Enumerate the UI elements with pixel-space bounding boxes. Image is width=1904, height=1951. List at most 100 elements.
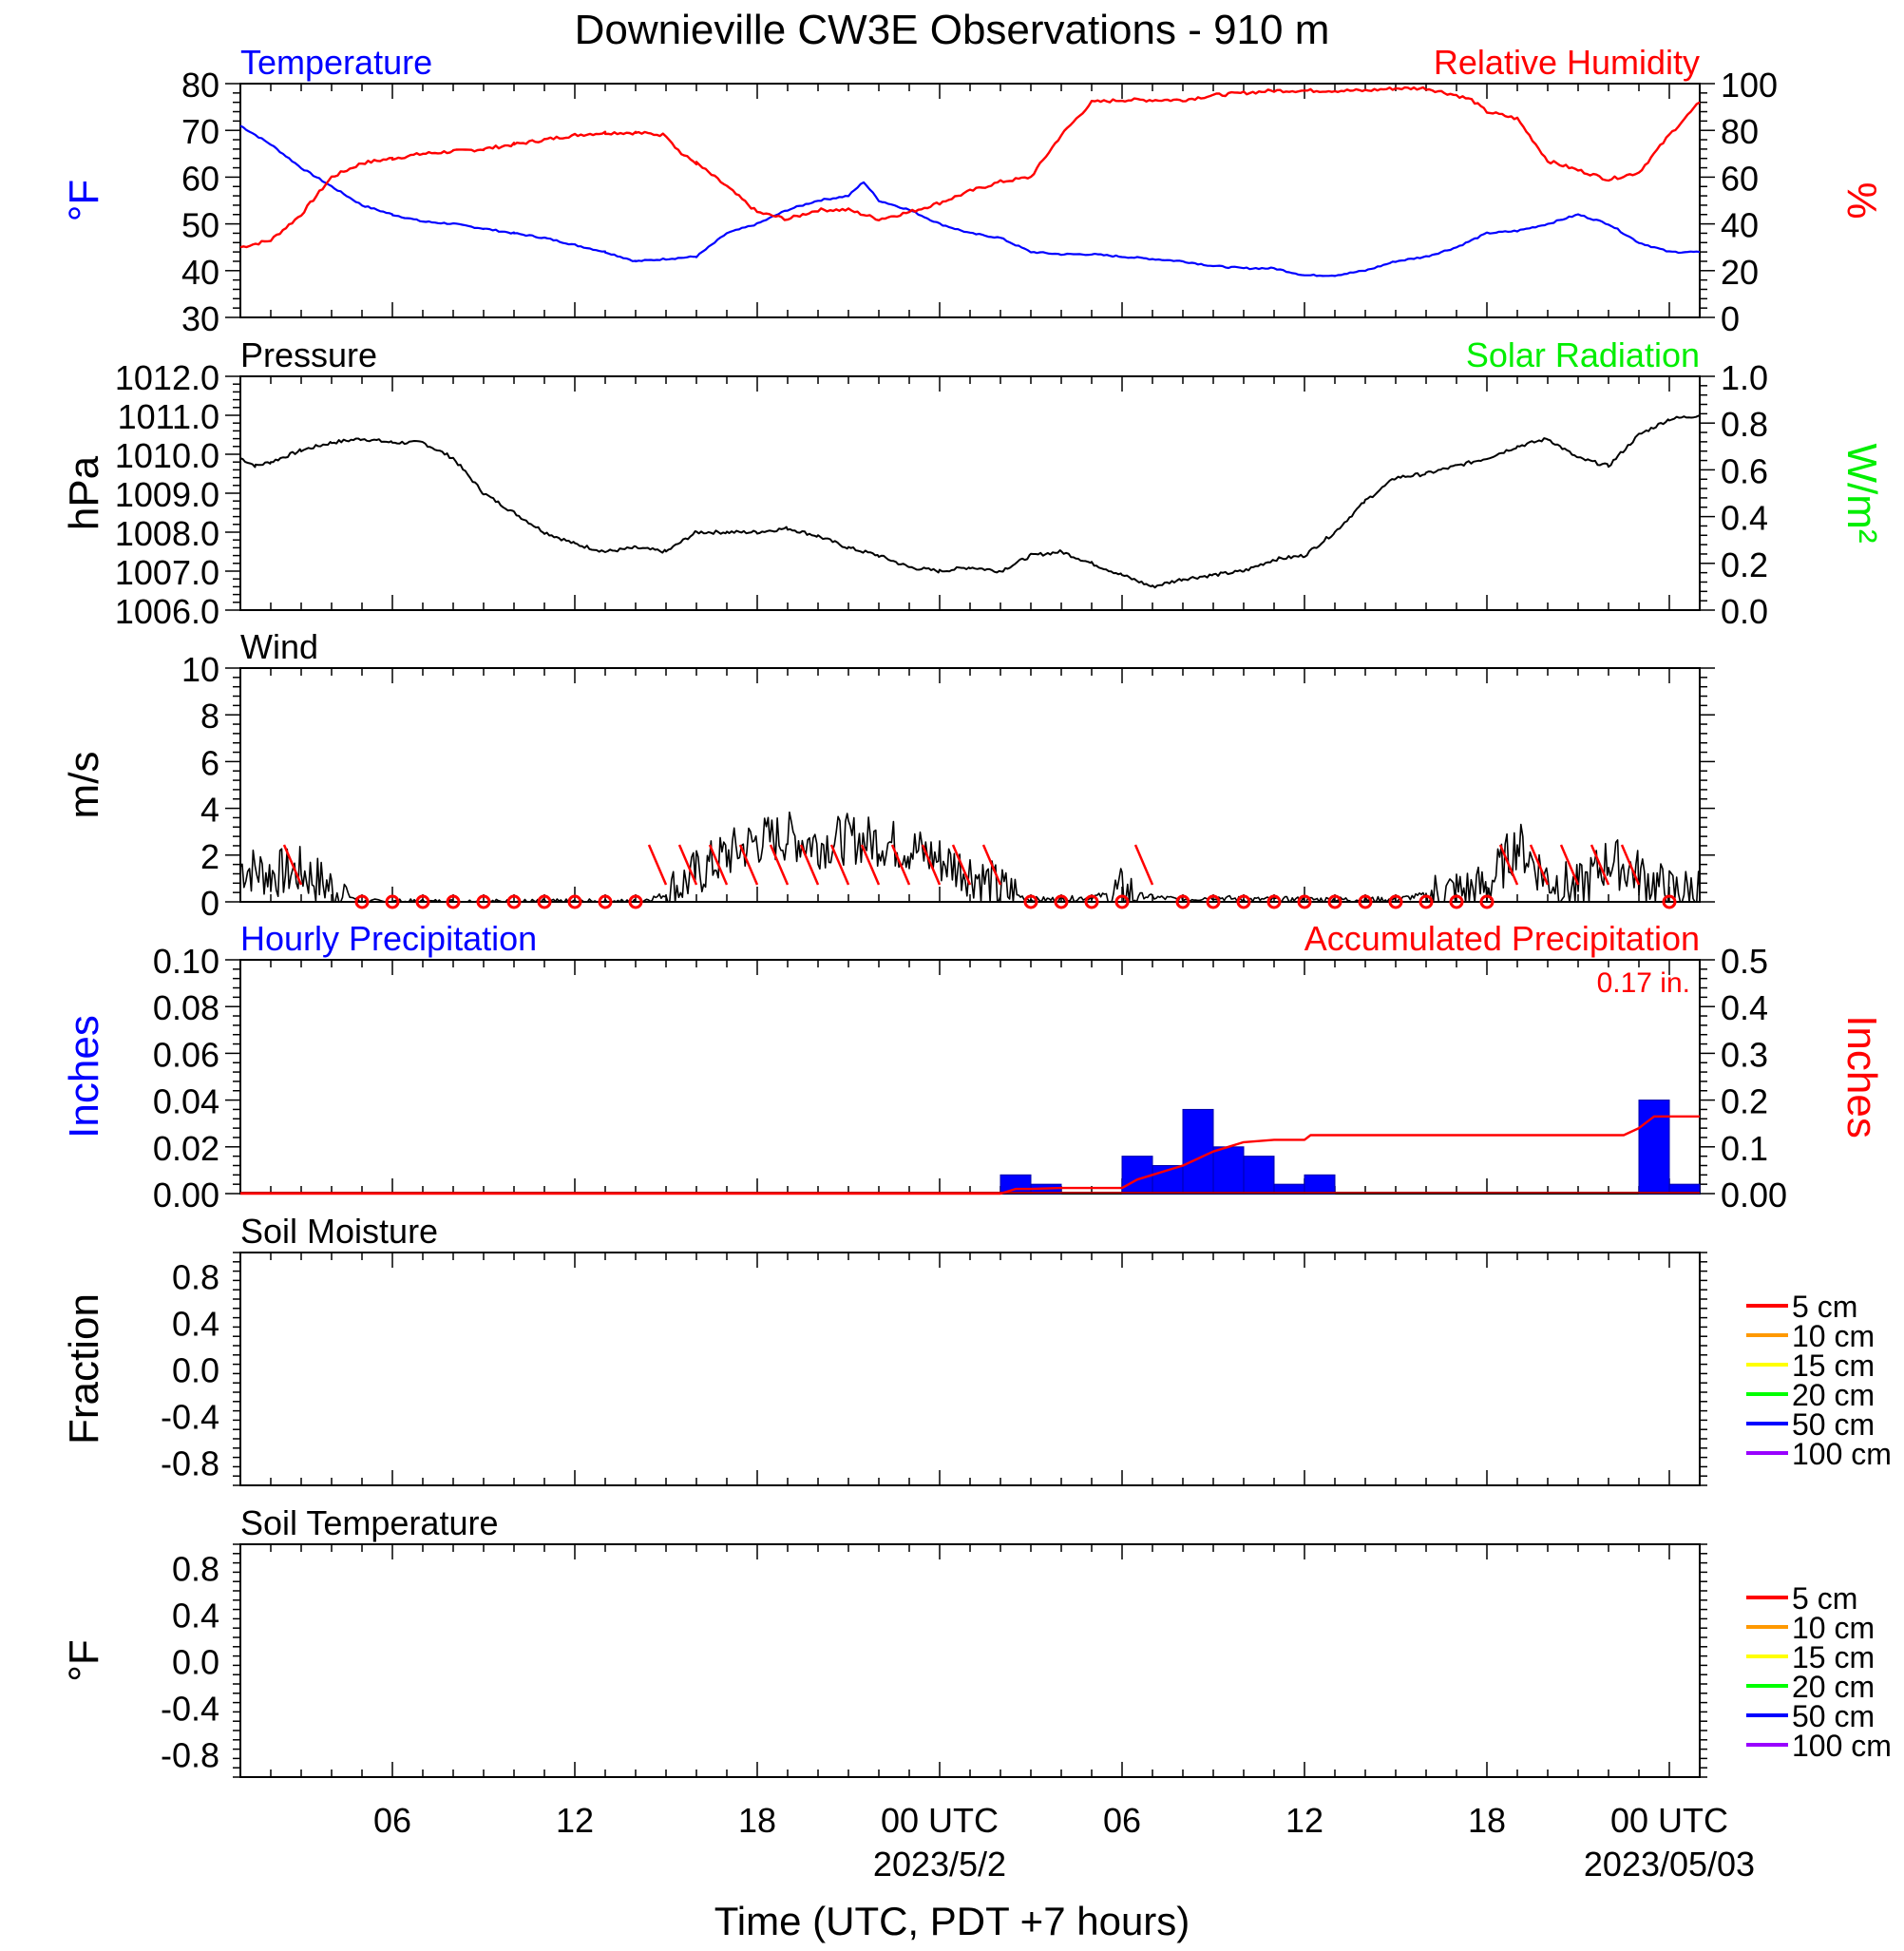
y-tick-label-left: 50 xyxy=(181,206,219,245)
wind-barb xyxy=(1133,844,1154,886)
wind-speed-line xyxy=(239,811,1701,903)
accumulated-precip-line xyxy=(240,1115,1700,1195)
x-axis: 06 12 18 00 UTC 06 12 18 00 UTC 2023/5/2 2023/05/… xyxy=(373,1801,1755,1884)
wind-calm-circle xyxy=(1358,894,1373,909)
wind-barb xyxy=(647,844,668,886)
wind-calm-circle xyxy=(1023,894,1038,909)
pressure-line xyxy=(239,414,1701,589)
y-tick-label-left: -0.8 xyxy=(161,1736,219,1775)
y-tick-label-left: 0.8 xyxy=(172,1550,219,1589)
y-tick-label-right: 0.2 xyxy=(1721,1082,1768,1121)
y-tick-label-left: 30 xyxy=(181,299,219,338)
y-tick-label-right: 80 xyxy=(1721,112,1759,151)
y-tick-label-left: 40 xyxy=(181,253,219,292)
legend-label: 5 cm xyxy=(1792,1290,1857,1324)
wind-barb xyxy=(799,844,820,886)
y-axis-label-right: % xyxy=(1838,182,1885,219)
humidity-line xyxy=(239,86,1701,249)
wind-calm-circle xyxy=(354,894,370,909)
x-date-label: 2023/5/2 xyxy=(873,1845,1006,1884)
panel-title-right: Accumulated Precipitation xyxy=(1304,919,1700,958)
y-tick-label-left: 8 xyxy=(200,697,219,736)
panel-pressure_solar: 1012.01011.01010.01009.01008.01007.01006… xyxy=(61,335,1885,631)
legend-label: 10 cm xyxy=(1792,1319,1875,1353)
y-axis-label-left: m/s xyxy=(61,752,107,819)
precip-bar xyxy=(1182,1108,1214,1195)
wind-calm-circle xyxy=(1388,894,1403,909)
x-date-label: 2023/05/03 xyxy=(1584,1845,1755,1884)
panel-title-left: Soil Temperature xyxy=(240,1503,498,1542)
panel-title-left: Wind xyxy=(240,627,318,666)
wind-calm-circle xyxy=(1266,894,1282,909)
y-tick-label-left: 0 xyxy=(200,884,219,923)
y-tick-label-left: -0.4 xyxy=(161,1398,219,1437)
y-tick-label-left: 1009.0 xyxy=(115,475,219,514)
panel-title-right: Relative Humidity xyxy=(1434,43,1700,82)
y-tick-label-right: 0.8 xyxy=(1721,405,1768,444)
wind-calm-circle xyxy=(506,894,522,909)
wind-calm-circle xyxy=(1054,894,1069,909)
y-tick-label-right: 0.00 xyxy=(1721,1176,1787,1215)
y-tick-label-right: 20 xyxy=(1721,253,1759,292)
y-tick-label-right: 0 xyxy=(1721,299,1740,338)
y-tick-label-right: 0.0 xyxy=(1721,592,1768,631)
panel-title-left: Soil Moisture xyxy=(240,1212,438,1251)
y-tick-label-left: 0.06 xyxy=(153,1035,219,1074)
wind-calm-circle xyxy=(476,894,491,909)
precip-bar xyxy=(1212,1146,1245,1195)
panel-temperature_humidity: 80 70 60 50 40 30 100 80 60 40 20 0 Temperature Relat… xyxy=(61,43,1885,338)
legend-label: 5 cm xyxy=(1792,1581,1857,1616)
y-tick-label-left: 10 xyxy=(181,650,219,689)
y-tick-label-left: 1007.0 xyxy=(115,553,219,592)
temperature-line xyxy=(239,124,1701,277)
wind-calm-circle xyxy=(1418,894,1434,909)
wind-barb xyxy=(1620,844,1641,886)
x-tick-label: 06 xyxy=(373,1801,411,1840)
wind-calm-circle xyxy=(567,894,582,909)
y-tick-label-left: 0.00 xyxy=(153,1176,219,1215)
wind-barb xyxy=(951,844,972,886)
wind-barb xyxy=(708,844,729,886)
y-axis-label-right: W/m² xyxy=(1838,443,1885,543)
wind-calm-circle xyxy=(1327,894,1342,909)
y-tick-label-right: 0.4 xyxy=(1721,499,1768,538)
x-tick-label: 12 xyxy=(556,1801,594,1840)
wind-calm-circle xyxy=(598,894,613,909)
y-tick-label-right: 0.4 xyxy=(1721,988,1768,1027)
x-axis-label: Time (UTC, PDT +7 hours) xyxy=(714,1899,1190,1943)
x-tick-label: 06 xyxy=(1103,1801,1141,1840)
y-tick-label-left: 70 xyxy=(181,112,219,151)
wind-calm-circle xyxy=(1297,894,1312,909)
wind-calm-circle xyxy=(1084,894,1099,909)
y-axis-label-right: Inches xyxy=(1838,1015,1885,1138)
wind-barb xyxy=(829,844,850,886)
legend-label: 100 cm xyxy=(1792,1729,1892,1763)
y-tick-label-left: 6 xyxy=(200,743,219,782)
y-tick-label-left: 0.4 xyxy=(172,1597,219,1635)
y-axis-label-left: Fraction xyxy=(61,1293,107,1444)
wind-calm-circle xyxy=(446,894,461,909)
y-tick-label-left: 0.04 xyxy=(153,1082,219,1121)
wind-calm-circle xyxy=(1206,894,1221,909)
y-axis-label-left: Inches xyxy=(61,1015,107,1138)
y-tick-label-left: 1006.0 xyxy=(115,592,219,631)
panel-wind: 10 8 6 4 2 0 Wind m/s xyxy=(61,627,1715,923)
y-tick-label-left: 80 xyxy=(181,66,219,105)
wind-barb xyxy=(677,844,698,886)
precip-bar xyxy=(1304,1174,1336,1195)
y-tick-label-left: 0.0 xyxy=(172,1351,219,1390)
wind-calm-circle xyxy=(628,894,643,909)
panel-precipitation: 0.10 0.08 0.06 0.04 0.02 0.00 0.5 0.4 0.3 0.2 0.1 0… xyxy=(61,919,1885,1215)
precip-bar xyxy=(1638,1100,1670,1195)
y-tick-label-right: 1.0 xyxy=(1721,358,1768,397)
y-axis-label-left: °F xyxy=(61,180,107,221)
wind-barb xyxy=(860,844,881,886)
x-tick-label: 12 xyxy=(1285,1801,1323,1840)
chart-title: Downieville CW3E Observations - 910 m xyxy=(575,7,1330,53)
legend-label: 50 cm xyxy=(1792,1407,1875,1442)
precip-bar xyxy=(1000,1174,1032,1195)
wind-barb xyxy=(1559,844,1580,886)
